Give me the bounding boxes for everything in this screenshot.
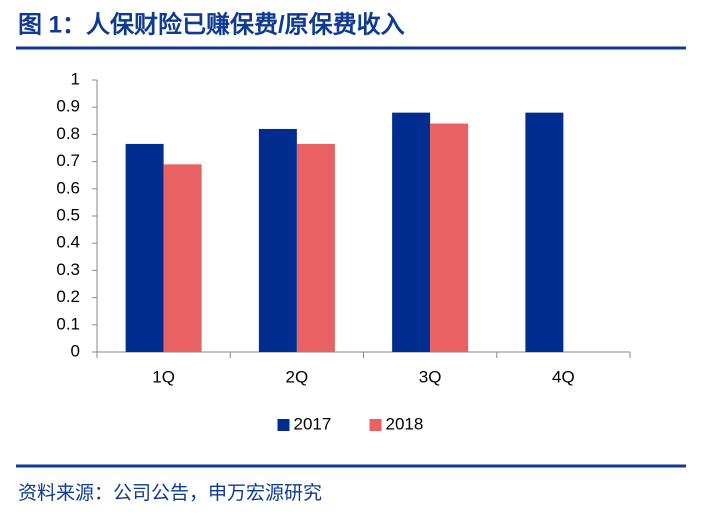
x-tick-label: 4Q bbox=[552, 367, 575, 386]
x-tick-label: 2Q bbox=[286, 367, 309, 386]
bar bbox=[296, 143, 335, 352]
y-tick-label: 0.3 bbox=[56, 260, 80, 279]
chart-title: 图 1：人保财险已赚保费/原保费收入 bbox=[18, 10, 405, 38]
bar bbox=[163, 164, 202, 352]
y-tick-label: 0.9 bbox=[56, 97, 80, 116]
y-tick-label: 0.7 bbox=[56, 151, 80, 170]
bar bbox=[125, 143, 164, 352]
bar bbox=[430, 123, 469, 353]
x-tick-label: 1Q bbox=[152, 367, 175, 386]
legend-label: 2018 bbox=[386, 414, 424, 433]
y-tick-label: 0.2 bbox=[56, 287, 80, 306]
y-tick-label: 0.5 bbox=[56, 205, 80, 224]
y-tick-label: 0.1 bbox=[56, 314, 80, 333]
source-note: 资料来源：公司公告，申万宏源研究 bbox=[18, 482, 322, 504]
legend-label: 2017 bbox=[294, 414, 332, 433]
y-tick-label: 1 bbox=[71, 69, 80, 88]
legend-swatch bbox=[369, 419, 382, 431]
y-tick-label: 0.4 bbox=[56, 233, 80, 252]
bar bbox=[258, 128, 297, 352]
bar bbox=[392, 112, 431, 352]
legend-swatch bbox=[277, 419, 290, 431]
y-tick-label: 0.8 bbox=[56, 124, 80, 143]
y-tick-label: 0 bbox=[71, 341, 80, 360]
bar bbox=[525, 112, 564, 352]
x-tick-label: 3Q bbox=[419, 367, 442, 386]
y-tick-label: 0.6 bbox=[56, 178, 80, 197]
